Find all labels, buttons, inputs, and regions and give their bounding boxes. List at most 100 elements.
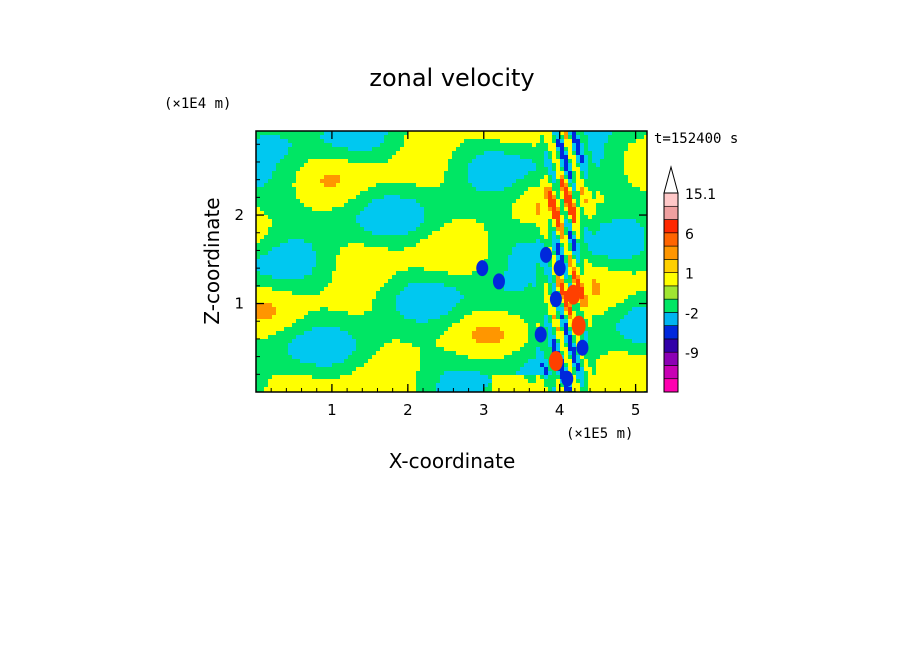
field-cell [428, 163, 432, 167]
field-cell [448, 219, 452, 223]
field-cell [260, 239, 264, 243]
field-cell [540, 179, 544, 183]
field-cell [304, 179, 308, 183]
field-cell [328, 311, 332, 315]
field-cell [456, 279, 460, 283]
field-cell [516, 167, 520, 171]
field-cell [428, 231, 432, 235]
field-cell [276, 243, 280, 247]
field-cell [480, 331, 484, 335]
field-cell [544, 291, 548, 295]
field-cell [548, 287, 552, 291]
field-cell [324, 271, 328, 275]
field-cell [588, 243, 592, 247]
field-cell [320, 315, 324, 319]
field-cell [304, 291, 308, 295]
field-cell [420, 251, 424, 255]
field-cell [624, 263, 628, 267]
field-cell [340, 231, 344, 235]
field-cell [464, 279, 468, 283]
field-cell [608, 143, 612, 147]
field-cell [608, 167, 612, 171]
field-cell [576, 251, 580, 255]
field-cell [332, 331, 336, 335]
field-cell [460, 303, 464, 307]
field-cell [584, 151, 588, 155]
field-cell [496, 175, 500, 179]
field-cell [568, 195, 572, 199]
field-cell [300, 299, 304, 303]
field-cell [332, 299, 336, 303]
field-cell [564, 195, 568, 199]
field-cell [488, 203, 492, 207]
field-cell [604, 131, 608, 135]
field-cell [552, 311, 556, 315]
field-cell [264, 199, 268, 203]
field-cell [432, 291, 436, 295]
field-cell [624, 143, 628, 147]
field-cell [352, 299, 356, 303]
field-cell [312, 271, 316, 275]
field-cell [644, 171, 647, 175]
field-cell [612, 231, 616, 235]
field-cell [608, 251, 612, 255]
field-cell [560, 243, 564, 247]
field-cell [308, 143, 312, 147]
field-cell [504, 159, 508, 163]
field-cell [488, 231, 492, 235]
field-cell [280, 299, 284, 303]
field-cell [296, 231, 300, 235]
field-cell [532, 199, 536, 203]
field-cell [480, 279, 484, 283]
field-cell [332, 135, 336, 139]
field-cell [452, 163, 456, 167]
field-cell [392, 183, 396, 187]
field-cell [356, 175, 360, 179]
field-cell [584, 263, 588, 267]
field-cell [612, 227, 616, 231]
field-cell [464, 287, 468, 291]
field-cell [320, 191, 324, 195]
field-cell [520, 143, 524, 147]
field-cell [488, 227, 492, 231]
field-cell [496, 151, 500, 155]
field-cell [360, 327, 364, 331]
field-cell [324, 283, 328, 287]
field-cell [460, 175, 464, 179]
field-cell [640, 207, 644, 211]
field-cell [272, 287, 276, 291]
field-cell [620, 275, 624, 279]
field-cell [484, 255, 488, 259]
field-cell [348, 195, 352, 199]
field-cell [640, 275, 644, 279]
field-cell [256, 299, 260, 303]
field-cell [548, 195, 552, 199]
field-cell [416, 135, 420, 139]
field-cell [256, 147, 260, 151]
field-cell [528, 287, 532, 291]
field-cell [388, 267, 392, 271]
field-cell [576, 175, 580, 179]
field-cell [352, 211, 356, 215]
field-cell [384, 195, 388, 199]
field-cell [440, 143, 444, 147]
field-cell [364, 151, 368, 155]
field-cell [320, 139, 324, 143]
field-cell [280, 167, 284, 171]
field-cell [456, 139, 460, 143]
field-cell [292, 319, 296, 323]
field-cell [532, 283, 536, 287]
field-cell [440, 139, 444, 143]
field-cell [320, 131, 324, 135]
field-cell [264, 203, 268, 207]
field-cell [456, 223, 460, 227]
field-cell [504, 179, 508, 183]
field-cell [452, 251, 456, 255]
field-cell [612, 271, 616, 275]
field-cell [300, 211, 304, 215]
field-cell [388, 243, 392, 247]
field-cell [520, 155, 524, 159]
field-cell [512, 155, 516, 159]
field-cell [516, 171, 520, 175]
field-cell [360, 179, 364, 183]
